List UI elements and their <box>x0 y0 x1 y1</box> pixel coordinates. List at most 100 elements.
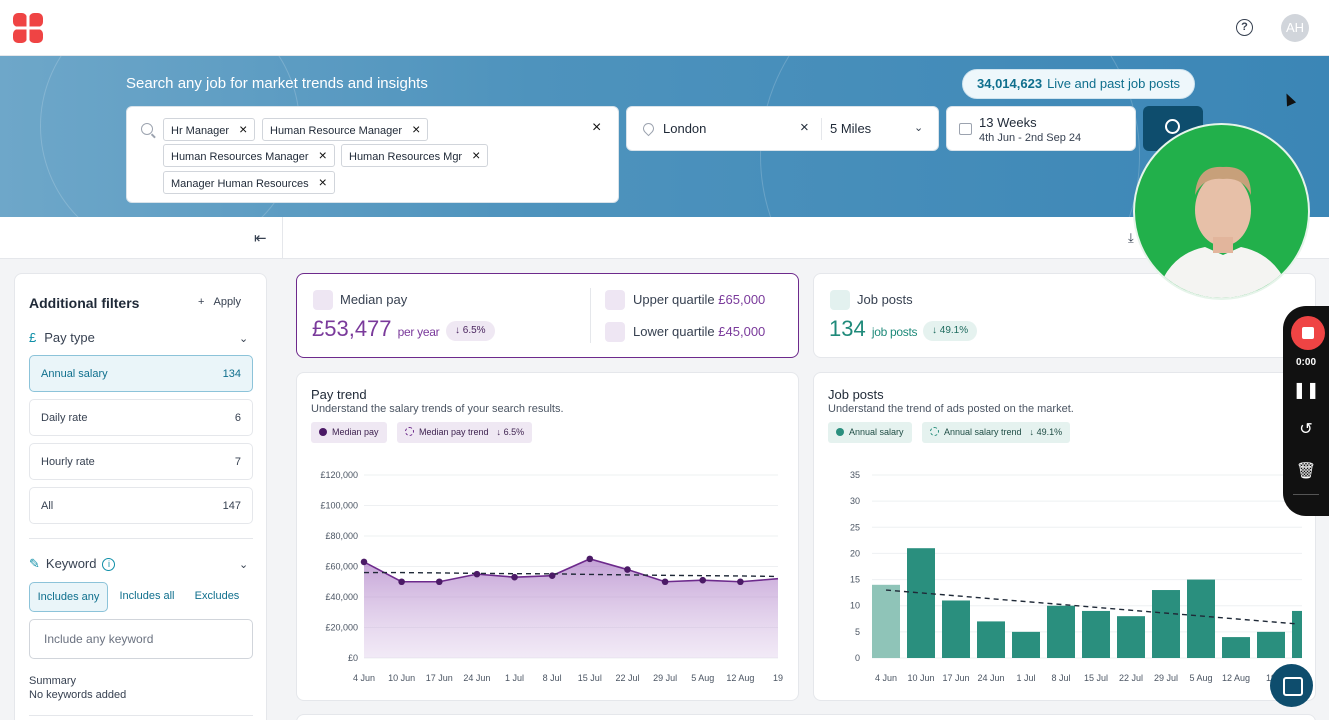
x-tick-label: 8 Jul <box>1051 673 1070 683</box>
legend-median-pay[interactable]: Median pay <box>311 422 387 443</box>
x-tick-label: 10 Jun <box>388 673 415 683</box>
salary-icon <box>313 290 333 310</box>
x-tick-label: 22 Jul <box>615 673 639 683</box>
y-tick-label: 20 <box>850 548 860 558</box>
keyword-input[interactable]: Include any keyword <box>29 619 253 659</box>
clear-location-icon[interactable]: × <box>800 119 809 136</box>
job-posts-bar <box>1187 579 1215 658</box>
x-tick-label: 8 Jul <box>543 673 562 683</box>
job-posts-bar <box>942 600 970 658</box>
x-tick-label: 1 Jul <box>1016 673 1035 683</box>
job-chip[interactable]: Manager Human Resources × <box>163 171 335 194</box>
remove-chip-icon[interactable]: × <box>412 121 421 137</box>
radius-select[interactable]: 5 Miles <box>830 121 872 136</box>
median-pay-point <box>661 578 669 586</box>
tab-includes-all[interactable]: Includes all <box>119 590 175 602</box>
location-pin-icon <box>640 120 657 137</box>
app-logo-icon[interactable] <box>13 13 43 43</box>
median-pay-point <box>511 573 518 581</box>
arrow-down-icon: ↓ <box>496 427 504 437</box>
pay-option-annual[interactable]: Annual salary 134 <box>29 355 253 392</box>
x-tick-label: 29 Jul <box>1154 673 1178 683</box>
stop-recording-button[interactable] <box>1291 316 1325 350</box>
y-tick-label: 0 <box>855 653 860 663</box>
location-value[interactable]: London <box>663 121 707 136</box>
job-posts-bar <box>1117 616 1145 658</box>
search-icon <box>141 123 153 135</box>
pay-option-hourly[interactable]: Hourly rate 7 <box>29 443 253 480</box>
recording-time: 0:00 <box>1295 357 1316 368</box>
keyword-mode-tabs: Includes any Includes all Excludes <box>29 582 253 612</box>
pay-trend-chart: £0 £20,000 £40,000 £60,000 £80,000 £100,000 £1… <box>320 470 783 683</box>
pound-icon: £ <box>29 330 37 345</box>
remove-chip-icon[interactable]: × <box>318 147 327 163</box>
job-posts-bar <box>1047 605 1075 658</box>
keyword-summary: Summary No keywords added <box>29 674 126 702</box>
x-tick-label: 1 Jul <box>505 673 524 683</box>
webcam-overlay[interactable] <box>1133 123 1310 300</box>
y-tick-label: 15 <box>850 575 860 585</box>
median-pay-label: Median pay <box>340 292 408 307</box>
pause-icon[interactable]: ❚❚ <box>1292 382 1320 399</box>
calendar-icon <box>959 123 972 135</box>
job-title-search[interactable]: Hr Manager × Human Resource Manager × Huma… <box>126 106 619 203</box>
median-pay-point <box>586 555 594 563</box>
median-pay-point <box>699 576 707 584</box>
remove-chip-icon[interactable]: × <box>239 121 248 137</box>
apply-button[interactable]: + Apply <box>198 296 242 308</box>
median-change-badge: ↓ 6.5% <box>446 321 495 341</box>
job-chip[interactable]: Hr Manager × <box>163 118 256 141</box>
restart-icon[interactable]: ↺ <box>1299 421 1313 438</box>
pay-type-header[interactable]: £ Pay type <box>29 330 95 345</box>
y-tick-label: £60,000 <box>325 562 358 572</box>
job-posts-bar <box>977 621 1005 658</box>
legend-annual-salary[interactable]: Annual salary <box>828 422 912 443</box>
job-chip[interactable]: Human Resources Mgr × <box>341 144 489 167</box>
median-pay-line <box>363 558 779 583</box>
median-pay-trend-line <box>364 571 779 578</box>
chat-button[interactable] <box>1270 664 1313 707</box>
tab-includes-any[interactable]: Includes any <box>29 582 108 612</box>
x-tick-label: 17 Jun <box>426 673 453 683</box>
clear-all-icon[interactable]: × <box>592 119 602 136</box>
collapse-sidebar-icon[interactable]: ⇤ <box>254 230 267 247</box>
median-pay-area <box>364 558 778 658</box>
median-pay-point <box>548 572 556 579</box>
remove-chip-icon[interactable]: × <box>318 174 327 190</box>
upper-quartile: Upper quartile £65,000 <box>633 292 766 307</box>
legend-salary-trend[interactable]: Annual salary trend ↓ 49.1% <box>922 422 1071 443</box>
remove-chip-icon[interactable]: × <box>472 147 481 163</box>
location-field[interactable]: London × 5 Miles ⌄ <box>626 106 939 151</box>
chevron-down-icon[interactable]: ⌄ <box>239 559 249 571</box>
keyword-header[interactable]: ✎ Keyword i <box>29 556 116 572</box>
legend-dot <box>836 428 844 436</box>
help-icon[interactable]: ? <box>1236 19 1253 36</box>
date-range-picker[interactable]: 13 Weeks 4th Jun - 2nd Sep 24 <box>946 106 1136 151</box>
pay-option-daily[interactable]: Daily rate 6 <box>29 399 253 436</box>
x-tick-label: 19 <box>773 673 783 683</box>
job-posts-label: Job posts <box>857 292 913 307</box>
divider <box>1293 494 1319 495</box>
legend-median-trend[interactable]: Median pay trend ↓ 6.5% <box>397 422 533 443</box>
legend-dashed-dot <box>405 427 414 436</box>
pay-option-all[interactable]: All 147 <box>29 487 253 524</box>
pay-trend-title: Pay trend <box>311 387 367 402</box>
chevron-down-icon[interactable]: ⌄ <box>239 333 249 345</box>
info-icon[interactable]: i <box>102 558 116 571</box>
median-pay-point <box>624 566 631 573</box>
chevron-down-icon[interactable]: ⌄ <box>914 122 924 134</box>
median-pay-point <box>473 570 481 578</box>
job-posts-bar <box>1082 610 1110 658</box>
tab-excludes[interactable]: Excludes <box>194 590 240 602</box>
avatar[interactable]: AH <box>1281 14 1309 42</box>
next-card <box>296 714 1316 720</box>
download-icon[interactable]: ⤓ <box>1128 230 1134 245</box>
pay-trend-card: Pay trend Understand the salary trends o… <box>296 372 799 701</box>
trash-icon[interactable]: 🗑 <box>1295 463 1317 480</box>
job-chip[interactable]: Human Resources Manager × <box>163 144 335 167</box>
y-tick-label: £20,000 <box>325 623 358 633</box>
job-chip[interactable]: Human Resource Manager × <box>262 118 429 141</box>
y-tick-label: £120,000 <box>320 470 358 480</box>
briefcase-icon <box>830 290 850 310</box>
keyword-icon: ✎ <box>29 556 40 571</box>
